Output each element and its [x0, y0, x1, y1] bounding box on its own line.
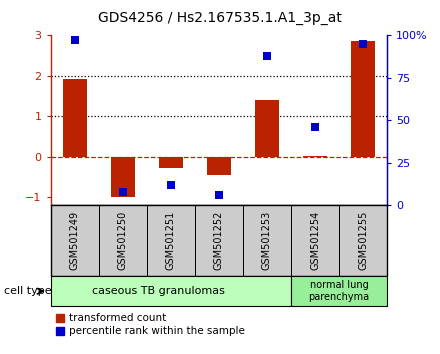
- Text: GSM501254: GSM501254: [310, 211, 320, 270]
- Bar: [62, 79, 87, 157]
- Bar: [99, 205, 147, 276]
- Bar: [255, 100, 279, 157]
- Bar: [195, 205, 243, 276]
- Legend: transformed count, percentile rank within the sample: transformed count, percentile rank withi…: [56, 313, 245, 336]
- Point: [167, 182, 174, 188]
- Bar: [351, 41, 375, 157]
- Bar: [291, 205, 339, 276]
- Bar: [147, 205, 195, 276]
- Point: [264, 53, 271, 59]
- Bar: [339, 205, 387, 276]
- Text: normal lung
parenchyma: normal lung parenchyma: [308, 280, 370, 302]
- Bar: [111, 157, 135, 197]
- Bar: [159, 157, 183, 168]
- Text: GSM501250: GSM501250: [118, 211, 128, 270]
- Text: GDS4256 / Hs2.167535.1.A1_3p_at: GDS4256 / Hs2.167535.1.A1_3p_at: [98, 11, 342, 25]
- Point: [71, 38, 78, 43]
- Text: GSM501252: GSM501252: [214, 211, 224, 270]
- Text: GSM501251: GSM501251: [166, 211, 176, 270]
- Bar: [303, 156, 327, 157]
- Text: cell type: cell type: [4, 286, 52, 296]
- Point: [312, 124, 319, 130]
- Bar: [291, 276, 387, 306]
- Bar: [51, 205, 99, 276]
- Text: caseous TB granulomas: caseous TB granulomas: [92, 286, 225, 296]
- Point: [359, 41, 367, 47]
- Point: [216, 192, 223, 198]
- Bar: [207, 157, 231, 175]
- Point: [119, 189, 126, 195]
- Text: GSM501255: GSM501255: [358, 211, 368, 270]
- Bar: [51, 276, 291, 306]
- Bar: [243, 205, 291, 276]
- Text: GSM501249: GSM501249: [70, 211, 80, 270]
- Text: GSM501253: GSM501253: [262, 211, 272, 270]
